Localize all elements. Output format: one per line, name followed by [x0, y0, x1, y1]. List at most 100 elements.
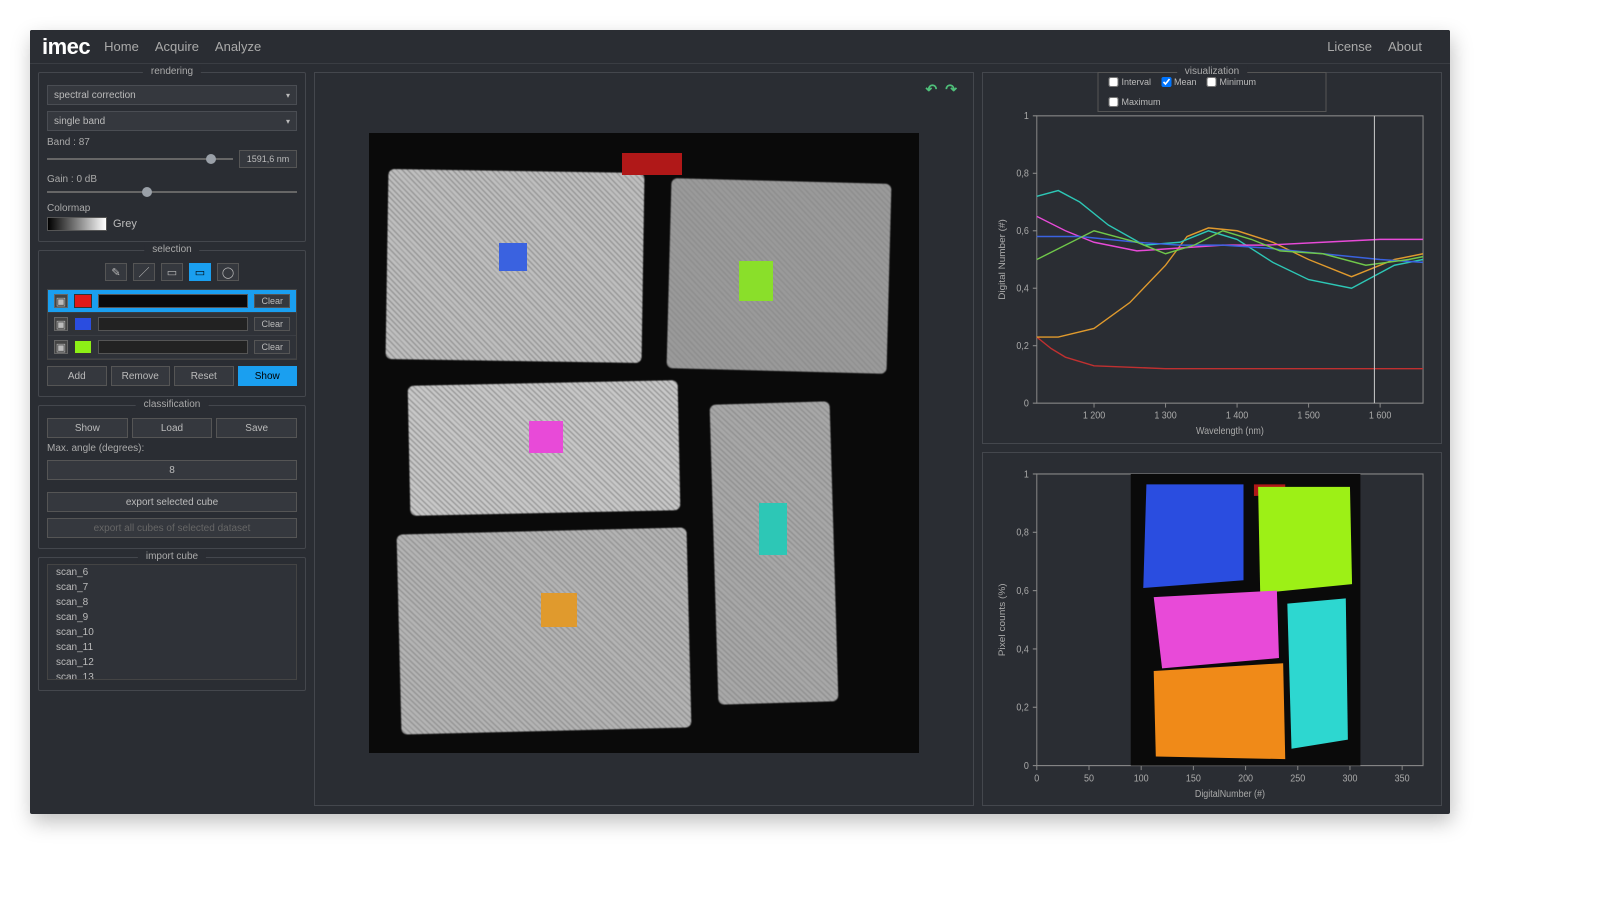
angle-value[interactable]: 8	[47, 460, 297, 480]
svg-text:1: 1	[1024, 468, 1029, 480]
svg-text:0,4: 0,4	[1016, 283, 1028, 295]
visibility-toggle[interactable]: ▣	[54, 317, 68, 331]
show-button[interactable]: Show	[238, 366, 298, 386]
roi-marker[interactable]	[499, 243, 527, 271]
colormap-name: Grey	[113, 218, 137, 230]
import-cube-panel: import cube scan_6scan_7scan_8scan_9scan…	[38, 557, 306, 691]
svg-text:1 400: 1 400	[1226, 410, 1248, 422]
opt-interval[interactable]: Interval	[1109, 77, 1152, 87]
svg-text:0,8: 0,8	[1016, 168, 1028, 180]
svg-text:Digital Number (#): Digital Number (#)	[997, 219, 1007, 300]
scan-item[interactable]: scan_10	[48, 625, 296, 640]
selection-list: ▣ Clear ▣ Clear ▣ Clear	[47, 289, 297, 360]
spectrum-panel: visualization Interval Mean Minimum Maxi…	[982, 72, 1442, 444]
svg-text:Wavelength (nm): Wavelength (nm)	[1196, 426, 1264, 438]
selection-item[interactable]: ▣ Clear	[48, 313, 296, 336]
classification-panel: classification Show Load Save Max. angle…	[38, 405, 306, 549]
svg-text:200: 200	[1238, 772, 1253, 784]
svg-text:0: 0	[1034, 772, 1039, 784]
menu-acquire[interactable]: Acquire	[155, 39, 199, 54]
correction-value: spectral correction	[54, 90, 136, 101]
rendering-panel: rendering spectral correction▾ single ba…	[38, 72, 306, 242]
svg-text:0,8: 0,8	[1016, 527, 1028, 539]
selection-title: selection	[144, 244, 199, 255]
class-show-button[interactable]: Show	[47, 418, 128, 438]
svg-text:250: 250	[1290, 772, 1305, 784]
tool-rect2[interactable]: ▭	[189, 263, 211, 281]
svg-text:Pixel counts (%): Pixel counts (%)	[997, 583, 1007, 656]
menu-about[interactable]: About	[1388, 39, 1422, 54]
clear-button[interactable]: Clear	[254, 340, 290, 354]
tool-ellipse[interactable]: ◯	[217, 263, 239, 281]
scan-item[interactable]: scan_8	[48, 595, 296, 610]
image-panel: ↶ ↷	[314, 72, 974, 806]
svg-text:0,4: 0,4	[1016, 643, 1029, 655]
color-swatch[interactable]	[74, 340, 92, 354]
image-view[interactable]	[369, 133, 919, 753]
tool-rect[interactable]: ▭	[161, 263, 183, 281]
svg-text:0,6: 0,6	[1016, 226, 1028, 238]
selection-name-input[interactable]	[98, 294, 248, 308]
svg-text:300: 300	[1342, 772, 1357, 784]
chevron-down-icon: ▾	[286, 117, 290, 126]
export-cube-button[interactable]: export selected cube	[47, 492, 297, 512]
scan-item[interactable]: scan_13	[48, 670, 296, 680]
undo-icon[interactable]: ↶	[926, 81, 938, 98]
svg-text:0,6: 0,6	[1016, 585, 1028, 597]
opt-mean[interactable]: Mean	[1161, 77, 1197, 87]
color-swatch[interactable]	[74, 317, 92, 331]
opt-min[interactable]: Minimum	[1207, 77, 1257, 87]
roi-marker[interactable]	[739, 261, 773, 301]
gain-label: Gain : 0 dB	[47, 174, 297, 185]
band-label: Band : 87	[47, 137, 297, 148]
scan-item[interactable]: scan_12	[48, 655, 296, 670]
classification-title: classification	[136, 399, 209, 410]
scan-item[interactable]: scan_6	[48, 565, 296, 580]
remove-button[interactable]: Remove	[111, 366, 171, 386]
redo-icon[interactable]: ↷	[945, 81, 957, 98]
clear-button[interactable]: Clear	[254, 294, 290, 308]
roi-marker[interactable]	[529, 421, 563, 453]
visibility-toggle[interactable]: ▣	[54, 340, 68, 354]
scan-item[interactable]: scan_9	[48, 610, 296, 625]
roi-marker[interactable]	[759, 503, 787, 555]
svg-text:1: 1	[1024, 111, 1029, 123]
svg-text:0,2: 0,2	[1016, 341, 1028, 353]
scan-item[interactable]: scan_7	[48, 580, 296, 595]
svg-text:0: 0	[1024, 398, 1029, 410]
right-column: visualization Interval Mean Minimum Maxi…	[982, 72, 1442, 806]
scan-list[interactable]: scan_6scan_7scan_8scan_9scan_10scan_11sc…	[47, 564, 297, 680]
selection-item[interactable]: ▣ Clear	[48, 336, 296, 359]
roi-marker[interactable]	[622, 153, 682, 175]
svg-text:350: 350	[1395, 772, 1410, 784]
mode-select[interactable]: single band▾	[47, 111, 297, 131]
svg-text:1 600: 1 600	[1369, 410, 1391, 422]
histogram-chart: 00,20,40,60,81050100150200250300350Digit…	[993, 465, 1431, 801]
sidebar: rendering spectral correction▾ single ba…	[38, 72, 306, 806]
tool-lasso[interactable]: ✎	[105, 263, 127, 281]
clear-button[interactable]: Clear	[254, 317, 290, 331]
colormap-label: Colormap	[47, 203, 297, 214]
band-slider[interactable]	[47, 154, 233, 164]
class-load-button[interactable]: Load	[132, 418, 213, 438]
selection-name-input[interactable]	[98, 317, 248, 331]
reset-button[interactable]: Reset	[174, 366, 234, 386]
menu-license[interactable]: License	[1327, 39, 1372, 54]
svg-text:150: 150	[1186, 772, 1201, 784]
roi-marker[interactable]	[541, 593, 577, 627]
visibility-toggle[interactable]: ▣	[54, 294, 68, 308]
menubar: imec Home Acquire Analyze License About	[30, 30, 1450, 64]
selection-item[interactable]: ▣ Clear	[48, 290, 296, 313]
selection-name-input[interactable]	[98, 340, 248, 354]
tool-line[interactable]: ／	[133, 263, 155, 281]
scan-item[interactable]: scan_11	[48, 640, 296, 655]
correction-select[interactable]: spectral correction▾	[47, 85, 297, 105]
menu-analyze[interactable]: Analyze	[215, 39, 261, 54]
visualization-options: visualization Interval Mean Minimum Maxi…	[1098, 72, 1327, 112]
color-swatch[interactable]	[74, 294, 92, 308]
menu-home[interactable]: Home	[104, 39, 139, 54]
gain-slider[interactable]	[47, 187, 297, 197]
opt-max[interactable]: Maximum	[1109, 97, 1161, 107]
add-button[interactable]: Add	[47, 366, 107, 386]
class-save-button[interactable]: Save	[216, 418, 297, 438]
